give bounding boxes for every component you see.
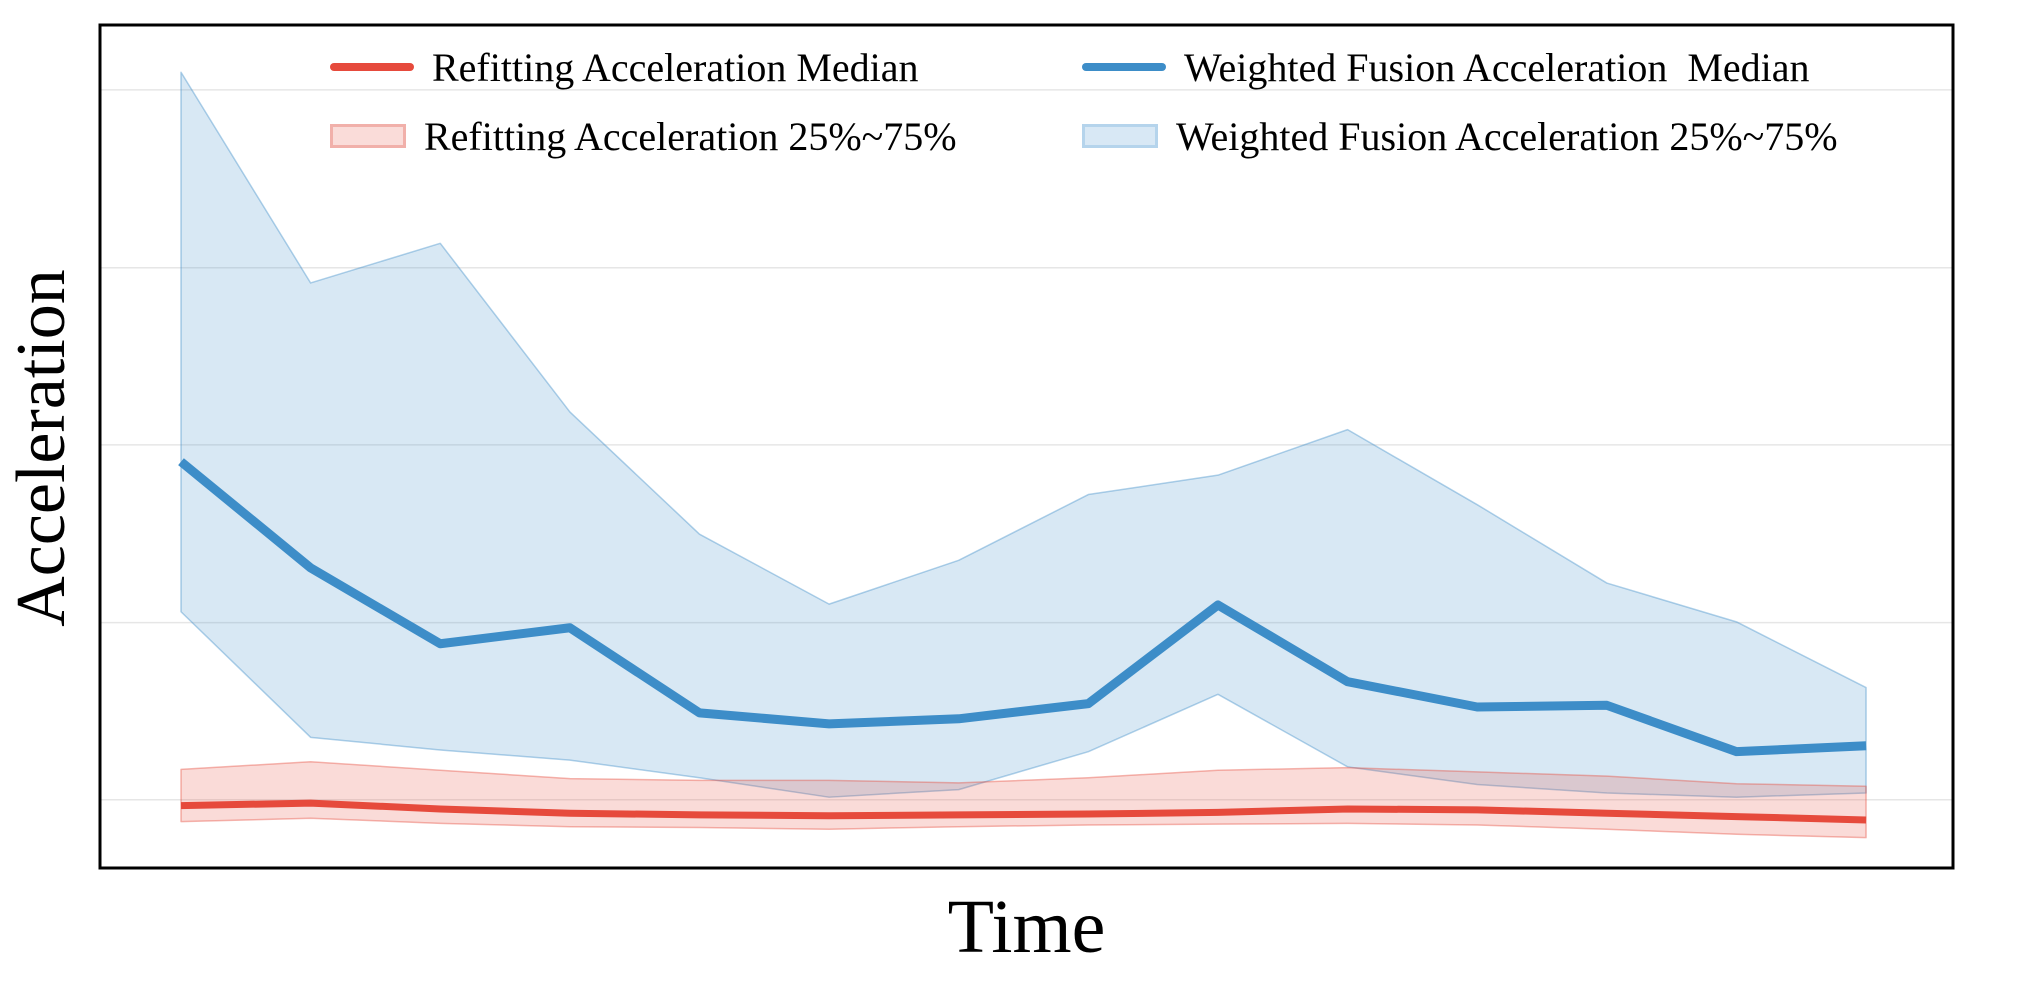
- legend-label: Weighted Fusion Acceleration Median: [1184, 44, 1810, 90]
- x-axis-label: Time: [947, 885, 1106, 969]
- legend-item-weighted-fusion-band: Weighted Fusion Acceleration 25%~75%: [1082, 113, 1838, 159]
- red-band-swatch: [330, 124, 406, 148]
- refitting-median-line: [180, 799, 1867, 824]
- blue-line-swatch: [1082, 63, 1166, 71]
- legend-item-refitting-median: Refitting Acceleration Median: [330, 44, 919, 90]
- legend-label: Refitting Acceleration Median: [432, 44, 919, 90]
- legend-label: Weighted Fusion Acceleration 25%~75%: [1176, 113, 1838, 159]
- blue-band-swatch: [1082, 124, 1158, 148]
- refitting-quartile-band: [180, 761, 1867, 839]
- weighted-fusion-median-line: [178, 458, 1867, 757]
- legend-item-refitting-band: Refitting Acceleration 25%~75%: [330, 113, 957, 159]
- plot-area: [100, 25, 1953, 868]
- plot-border: [98, 23, 1955, 870]
- red-line-swatch: [330, 63, 414, 71]
- legend-item-weighted-fusion-median: Weighted Fusion Acceleration Median: [1082, 44, 1810, 90]
- weighted-fusion-quartile-band: [180, 71, 1867, 798]
- y-axis-label: Acceleration: [3, 269, 80, 627]
- legend-label: Refitting Acceleration 25%~75%: [424, 113, 957, 159]
